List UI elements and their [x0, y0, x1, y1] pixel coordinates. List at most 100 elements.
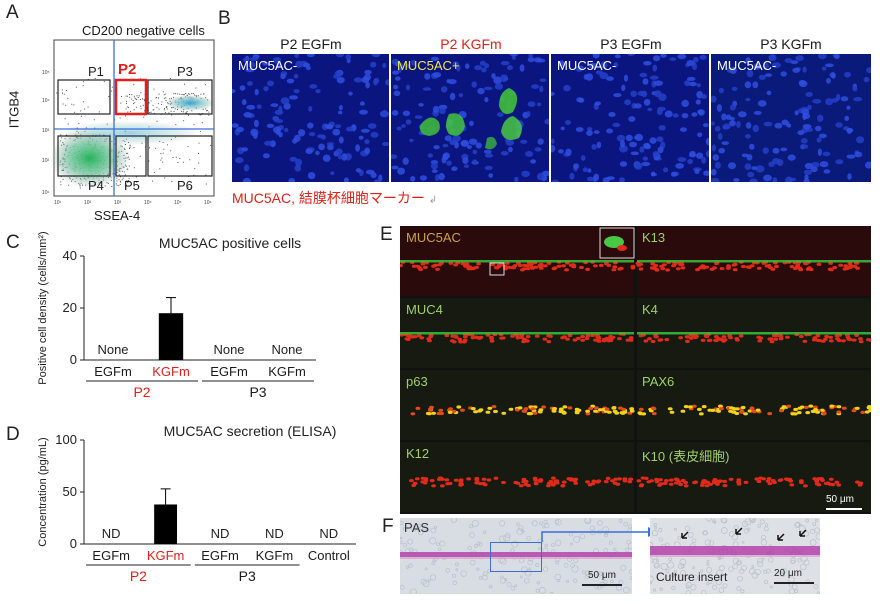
f-scale-left-label: 50 μm: [588, 570, 616, 581]
micro-image-p3-kgfm: MUC5AC-: [711, 54, 871, 182]
micro-caption-text: MUC5AC, 結膜杯細胞マーカー: [232, 190, 425, 206]
y-tick-label: 20: [63, 300, 77, 315]
micro-headers: P2 EGFm P2 KGFm P3 EGFm P3 KGFm: [232, 36, 872, 56]
group-label: P3: [239, 568, 256, 584]
x-tick: 10²: [84, 200, 92, 206]
f-scale-right-bar: [774, 582, 814, 584]
x-tick: 10³: [114, 200, 122, 206]
micro-image-p3-egfm: MUC5AC-: [551, 54, 709, 182]
x-tick: 10⁴: [144, 200, 152, 206]
micro-marker: MUC5AC-: [238, 58, 298, 73]
category-label: EGFm: [201, 548, 239, 563]
value-label: ND: [102, 526, 121, 541]
group-label: P2: [130, 568, 147, 584]
stain-label-muc5ac: MUC5AC: [406, 230, 461, 245]
gate-p2: [114, 78, 148, 116]
category-label: Control: [308, 548, 350, 563]
value-label: None: [213, 342, 244, 357]
gate-label-p3: P3: [177, 64, 193, 79]
gate-p4: [57, 135, 111, 177]
micro-image-p2-egfm: MUC5AC-: [232, 54, 389, 182]
flow-ylabel-wrap: ITGB4: [0, 62, 30, 162]
density-band: [60, 121, 200, 145]
pas-label: PAS: [404, 520, 430, 535]
gate-label-p1: P1: [88, 64, 104, 79]
chart-title: MUC5AC secretion (ELISA): [164, 423, 337, 439]
f-scale-right-label: 20 μm: [774, 568, 802, 579]
value-label: None: [97, 342, 128, 357]
nuclei-pattern: [232, 54, 389, 182]
category-label: EGFm: [94, 364, 132, 379]
category-label: KGFm: [147, 548, 185, 563]
value-label: ND: [319, 526, 338, 541]
y-tick-label: 50: [63, 484, 77, 499]
bar: [154, 504, 178, 544]
micro-header-p2-kgfm: P2 KGFm: [440, 36, 502, 52]
panel-f-letter: F: [382, 516, 394, 537]
micro-header-p2-egfm: P2 EGFm: [280, 36, 342, 52]
panel-d-letter: D: [6, 424, 20, 445]
micro-caption: MUC5AC, 結膜杯細胞マーカー ↲: [232, 188, 437, 208]
stain-label-p63: p63: [406, 374, 428, 389]
chart-positive-cells: MUC5AC positive cells Positive cell densi…: [37, 232, 316, 400]
gate-p3: [147, 79, 213, 115]
x-tick: 10⁵: [174, 200, 182, 206]
gate-p6: [147, 135, 213, 177]
category-label: KGFm: [152, 364, 190, 379]
e-scale-bar: [826, 508, 862, 510]
gate-label-p2: P2: [118, 61, 136, 78]
y-tick: 10¹: [42, 190, 50, 196]
gate-label-p4: P4: [88, 178, 104, 193]
panel-a-letter: A: [6, 2, 19, 23]
value-label: None: [271, 342, 302, 357]
density-p3: [166, 95, 214, 111]
f-scale-left-bar: [582, 584, 622, 586]
bar: [158, 313, 184, 360]
muc5ac-positive-cells: [420, 88, 522, 150]
stain-label-muc4: MUC4: [406, 302, 443, 317]
category-label: KGFm: [268, 364, 306, 379]
micro-header-p3-egfm: P3 EGFm: [600, 36, 662, 52]
chart-ylabel: Concentration (pg/mL): [37, 437, 49, 546]
y-tick: 10³: [42, 128, 50, 134]
pas-zoom-image: Culture insert 20 μm: [650, 518, 820, 594]
panel-c-letter: C: [6, 232, 20, 253]
x-tick: 10⁶: [204, 200, 212, 206]
stain-label-k13: K13: [642, 230, 666, 245]
nuclei-pattern: [711, 54, 871, 182]
flow-xlabel: SSEA-4: [94, 208, 141, 223]
micro-marker: MUC5AC-: [717, 58, 777, 73]
zoom-region-box: [490, 542, 542, 572]
pas-zoom-texture: [650, 518, 820, 594]
micro-image-p2-kgfm: MUC5AC+: [391, 54, 549, 182]
y-tick: 10²: [42, 158, 50, 164]
stain-label-k12: K12: [406, 446, 430, 461]
chart-elisa-secretion: MUC5AC secretion (ELISA) Concentration (p…: [37, 423, 356, 584]
y-tick: 10⁴: [42, 98, 50, 104]
group-label: P3: [249, 384, 266, 400]
micro-header-p3-kgfm: P3 KGFm: [760, 36, 822, 52]
pas-stain-image: PAS 50 μm: [400, 518, 632, 594]
group-label: P2: [133, 384, 150, 400]
panel-b-letter: B: [218, 8, 231, 29]
flow-cytometry-plot: P1 P2 P3 P4 P5 P6 10⁵ 10⁴ 10³ 10² 10¹ 10…: [42, 39, 215, 206]
category-label: KGFm: [256, 548, 294, 563]
x-tick: 10¹: [54, 200, 62, 206]
chart-title: MUC5AC positive cells: [159, 235, 301, 251]
micro-marker: MUC5AC-: [557, 58, 617, 73]
y-tick: 10⁵: [42, 70, 50, 76]
chart-ylabel: Positive cell density (cells/mm²): [37, 232, 49, 385]
y-tick-label: 0: [70, 352, 77, 367]
panel-e-letter: E: [380, 224, 393, 245]
culture-insert-label: Culture insert: [656, 570, 728, 584]
gate-label-p6: P6: [177, 178, 193, 193]
flow-title: CD200 negative cells: [82, 23, 205, 38]
gate-label-p5: P5: [124, 178, 140, 193]
error-bar: [166, 297, 176, 314]
stain-label-pax6: PAX6: [642, 374, 675, 389]
flow-ylabel: ITGB4: [6, 90, 22, 129]
stain-layers: [400, 226, 871, 512]
gate-p1: [57, 79, 111, 115]
micro-marker: MUC5AC+: [397, 58, 460, 73]
gate-p5: [115, 135, 147, 177]
